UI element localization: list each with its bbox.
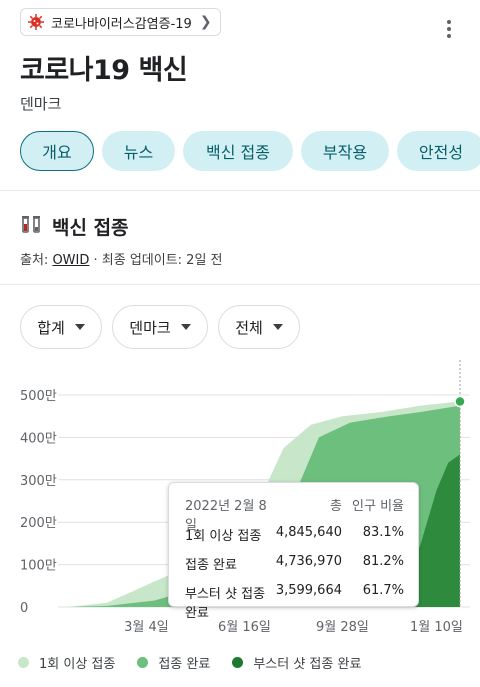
area-series-2 (68, 454, 460, 607)
y-tick-label: 400만 (20, 431, 57, 446)
x-tick-label: 1월 10일 (410, 620, 463, 635)
caret-down-icon (74, 324, 85, 330)
legend-item[interactable]: 부스터 샷 접종 완료 (232, 653, 361, 672)
page-subtitle: 덴마크 (20, 95, 62, 113)
source-line: 출처: OWID · 최종 업데이트: 2일 전 (20, 249, 223, 268)
filter-region-dropdown[interactable]: 덴마크 (112, 305, 208, 349)
tooltip-row-label: 부스터 샷 접종 완료 (185, 587, 266, 621)
legend-item[interactable]: 접종 완료 (137, 653, 210, 672)
tooltip-row-total: 4,736,970 (275, 554, 342, 569)
tooltip-row-ratio: 81.2% (362, 554, 404, 569)
cursor-point (454, 395, 466, 408)
legend-label: 1회 이상 접종 (39, 657, 116, 672)
tooltip-row-ratio: 61.7% (362, 583, 404, 598)
tooltip-row-total: 4,845,640 (275, 525, 342, 540)
tab-bar: 개요 뉴스 백신 접종 부작용 안전성 (20, 131, 480, 171)
source-suffix: · 최종 업데이트: 2일 전 (89, 253, 223, 268)
divider (0, 190, 480, 191)
caret-down-icon (180, 324, 191, 330)
filter-metric-dropdown[interactable]: 합계 (20, 305, 102, 349)
source-prefix: 출처: (20, 253, 53, 268)
y-tick-label: 100만 (20, 559, 57, 574)
source-link[interactable]: OWID (52, 253, 90, 268)
tab-news[interactable]: 뉴스 (102, 131, 175, 171)
y-tick-label: 300만 (20, 474, 57, 489)
filter-label: 전체 (235, 318, 263, 337)
filter-label: 덴마크 (129, 318, 171, 337)
section-title: 백신 접종 (52, 217, 129, 239)
legend-label: 부스터 샷 접종 완료 (253, 657, 362, 672)
topic-chip-label: 코로나바이러스감염증-19 (51, 16, 192, 32)
tab-overview[interactable]: 개요 (20, 131, 94, 171)
filter-bar: 합계 덴마크 전체 (20, 305, 300, 349)
tab-vaccination[interactable]: 백신 접종 (183, 131, 293, 171)
legend-item[interactable]: 1회 이상 접종 (18, 653, 115, 672)
tab-safety[interactable]: 안전성 (397, 131, 480, 171)
y-tick-label: 0 (20, 601, 28, 616)
filter-population-dropdown[interactable]: 전체 (218, 305, 300, 349)
tooltip-row-label: 접종 완료 (185, 558, 237, 573)
tooltip-row-ratio: 83.1% (362, 525, 404, 540)
tab-side-effects[interactable]: 부작용 (301, 131, 389, 171)
chart-legend: 1회 이상 접종 접종 완료 부스터 샷 접종 완료 (18, 653, 383, 672)
filter-label: 합계 (37, 318, 65, 337)
legend-dot (18, 657, 29, 668)
tooltip-date: 2022년 2월 8일 (185, 499, 267, 533)
legend-dot (137, 657, 149, 668)
x-tick-label: 6월 16일 (218, 620, 271, 635)
tooltip-row-label: 1회 이상 접종 (185, 529, 262, 544)
legend-label: 접종 완료 (158, 657, 211, 672)
divider (0, 284, 480, 285)
topic-chip[interactable]: 코로나바이러스감염증-19 ❯ (20, 8, 221, 36)
tooltip-row-total: 3,599,664 (275, 583, 342, 598)
vaccine-vial-icon (22, 216, 40, 233)
x-tick-label: 3월 4일 (124, 620, 169, 635)
virus-icon (28, 14, 44, 30)
tooltip-col-total: 총 (330, 499, 342, 514)
chart-tooltip: 2022년 2월 8일 총 인구 비율 1회 이상 접종 4,845,640 8… (168, 482, 419, 621)
y-tick-label: 200만 (20, 516, 57, 531)
tooltip-col-ratio: 인구 비율 (352, 499, 404, 514)
x-tick-label: 9월 28일 (316, 620, 369, 635)
chevron-right-icon: ❯ (199, 14, 212, 30)
page-title: 코로나19 백신 (20, 55, 188, 86)
legend-dot (232, 657, 244, 668)
more-options-icon[interactable] (446, 20, 452, 38)
caret-down-icon (272, 324, 283, 330)
y-tick-label: 500만 (20, 389, 57, 404)
